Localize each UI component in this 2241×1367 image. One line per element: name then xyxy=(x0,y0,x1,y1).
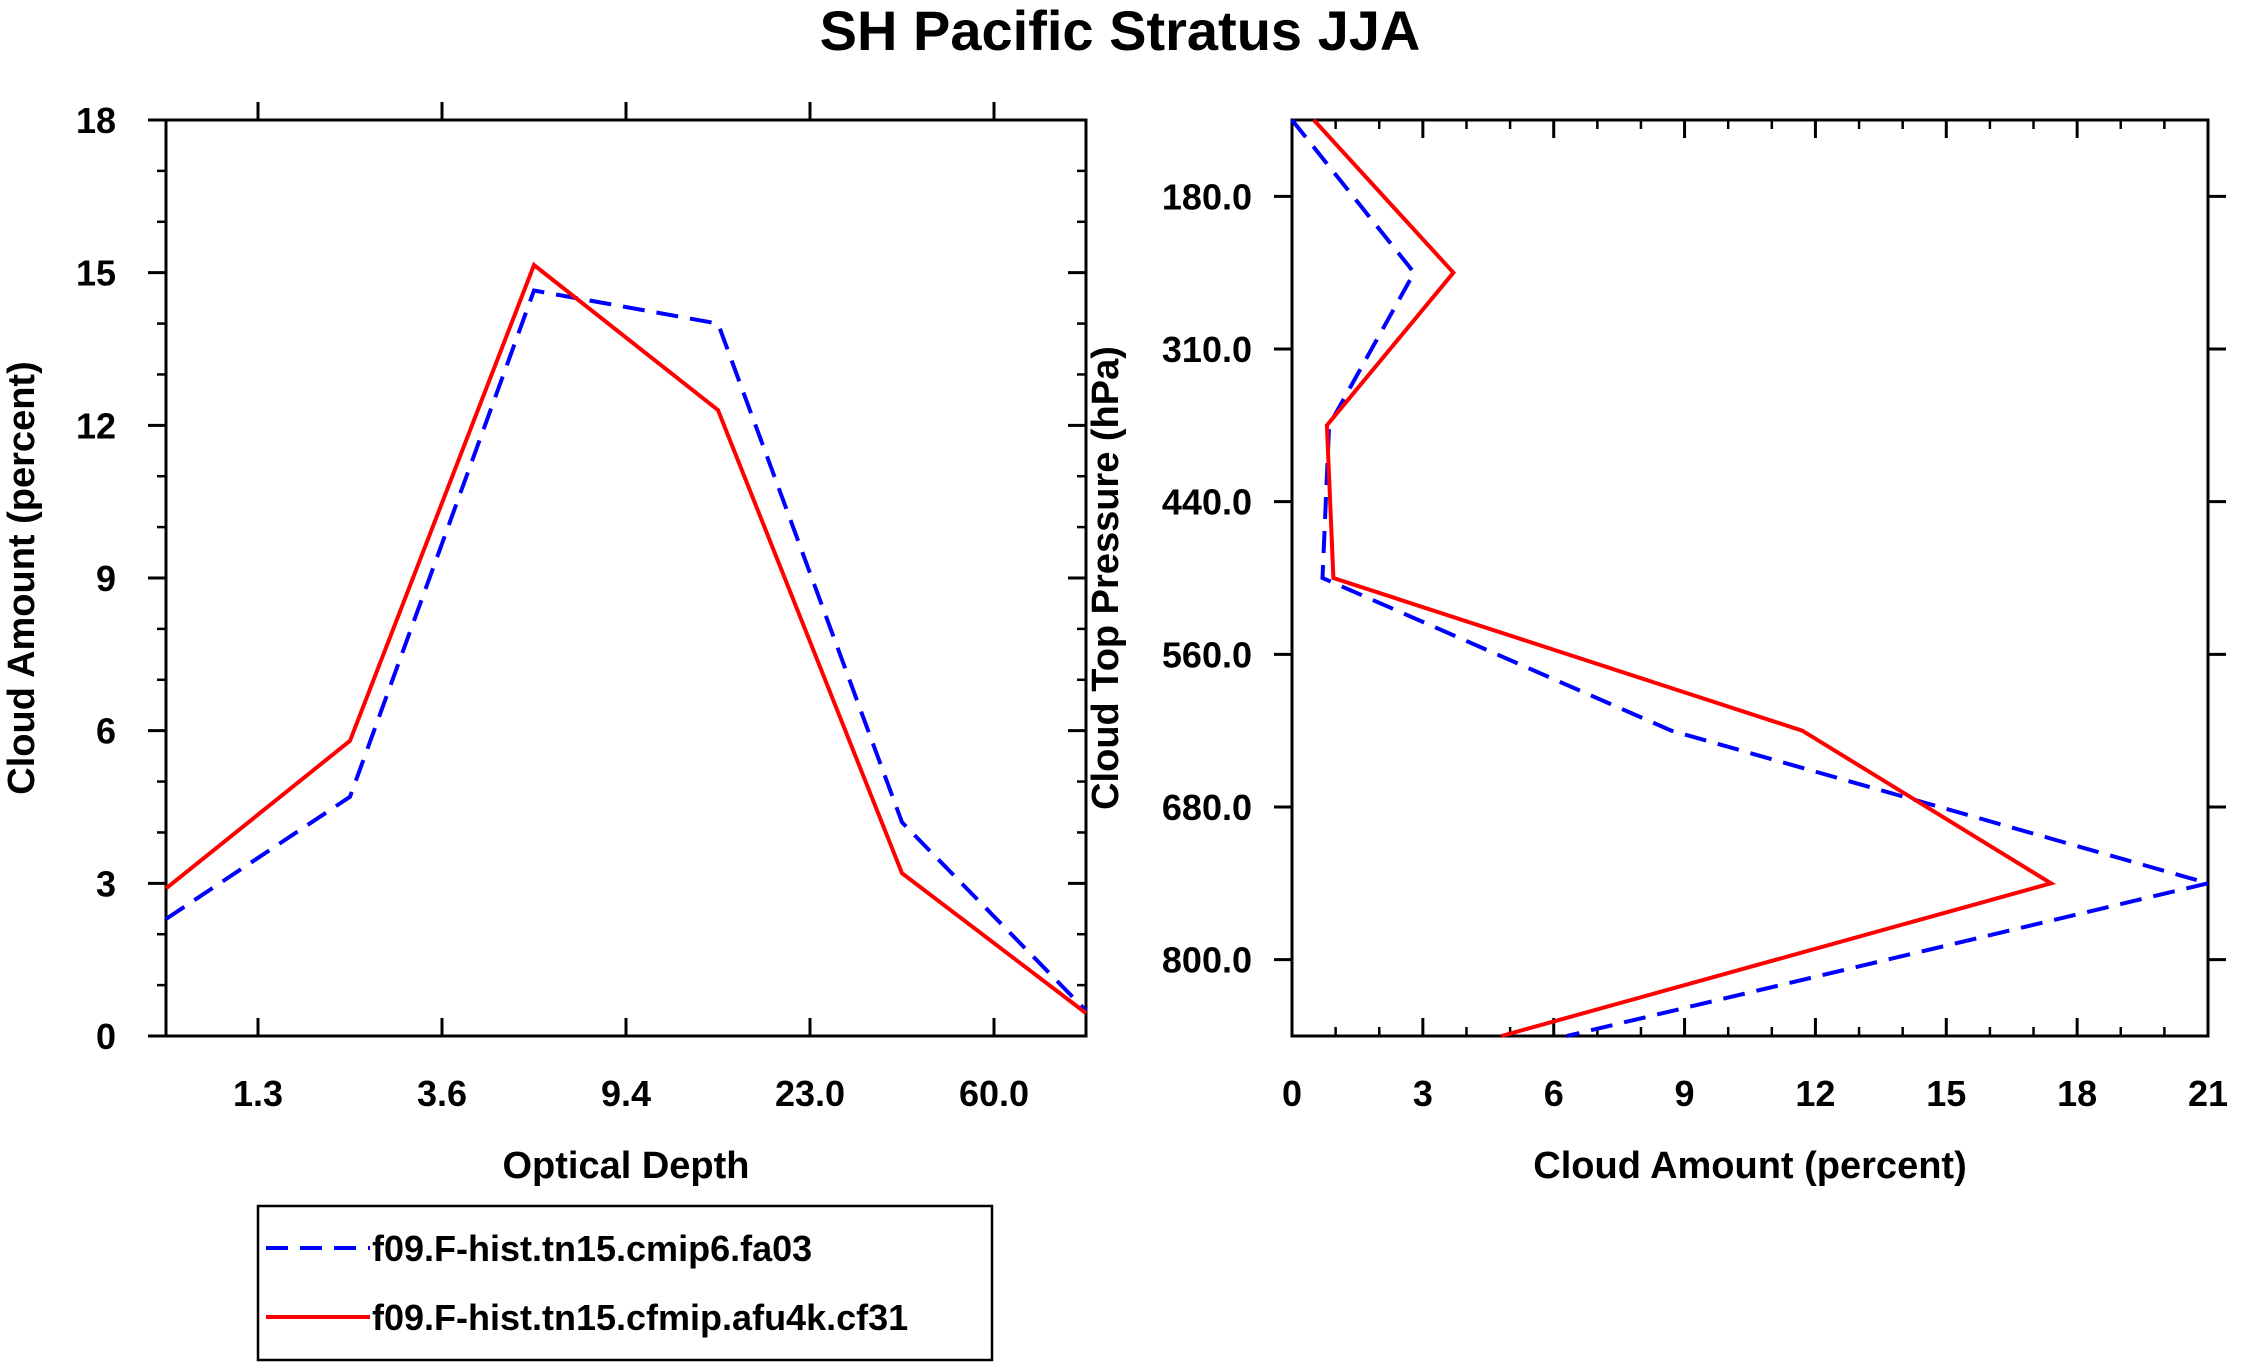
left-series-line-1 xyxy=(164,261,1088,1015)
legend: f09.F-hist.tn15.cmip6.fa03 f09.F-hist.tn… xyxy=(256,1204,994,1362)
left-y-tick-label: 12 xyxy=(76,405,116,446)
right-chart: 0 3 6 9 12 15 18 21 180.0 310.0 440.0 560.0 680.0 80… xyxy=(1085,118,2228,1187)
left-y-tick-label: 15 xyxy=(76,253,116,294)
right-x-tick-label: 0 xyxy=(1282,1073,1302,1114)
right-series-line-1 xyxy=(1312,118,2056,1038)
right-x-tick-label: 15 xyxy=(1926,1073,1966,1114)
left-series-lines xyxy=(164,261,1088,1015)
right-series-line-0 xyxy=(1290,118,2216,1038)
right-y-tick-label: 800.0 xyxy=(1162,940,1252,981)
left-x-tick-label: 23.0 xyxy=(775,1073,845,1114)
right-x-tick-labels: 0 3 6 9 12 15 18 21 xyxy=(1282,1073,2228,1114)
left-x-axis-label: Optical Depth xyxy=(502,1145,749,1187)
left-x-tick-label: 60.0 xyxy=(959,1073,1029,1114)
legend-box xyxy=(256,1204,994,1362)
left-x-tick-label: 9.4 xyxy=(601,1073,651,1114)
right-tick-marks xyxy=(1274,120,2226,1036)
right-x-tick-label: 21 xyxy=(2188,1073,2228,1114)
left-series-line-0 xyxy=(164,288,1088,1012)
right-x-tick-label: 6 xyxy=(1544,1073,1564,1114)
left-y-tick-label: 0 xyxy=(96,1016,116,1057)
left-chart: 1.3 3.6 9.4 23.0 60.0 0 3 6 9 12 15 18 Optical Dep… xyxy=(1,100,1088,1187)
left-tick-marks xyxy=(148,102,1086,1038)
legend-label-cmip6: f09.F-hist.tn15.cmip6.fa03 xyxy=(372,1228,812,1269)
left-y-tick-label: 3 xyxy=(96,863,116,904)
right-y-tick-labels: 180.0 310.0 440.0 560.0 680.0 800.0 xyxy=(1162,176,1252,980)
left-x-tick-labels: 1.3 3.6 9.4 23.0 60.0 xyxy=(233,1073,1029,1114)
right-y-tick-label: 440.0 xyxy=(1162,482,1252,523)
figure-title: SH Pacific Stratus JJA xyxy=(820,0,1421,62)
right-series-lines xyxy=(1290,118,2216,1038)
right-x-tick-label: 12 xyxy=(1795,1073,1835,1114)
left-y-tick-labels: 0 3 6 9 12 15 18 xyxy=(76,100,116,1057)
left-x-tick-label: 3.6 xyxy=(417,1073,467,1114)
right-y-tick-label: 560.0 xyxy=(1162,634,1252,675)
right-y-axis-label: Cloud Top Pressure (hPa) xyxy=(1085,346,1127,810)
right-y-tick-label: 310.0 xyxy=(1162,329,1252,370)
right-x-axis-label: Cloud Amount (percent) xyxy=(1533,1145,1966,1187)
legend-label-cfmip: f09.F-hist.tn15.cfmip.afu4k.cf31 xyxy=(372,1297,908,1338)
right-x-tick-label: 3 xyxy=(1413,1073,1433,1114)
left-y-tick-label: 18 xyxy=(76,100,116,141)
left-y-tick-label: 9 xyxy=(96,558,116,599)
left-y-tick-label: 6 xyxy=(96,711,116,752)
right-x-tick-label: 9 xyxy=(1675,1073,1695,1114)
left-y-axis-label: Cloud Amount (percent) xyxy=(1,361,43,794)
right-y-tick-label: 680.0 xyxy=(1162,787,1252,828)
right-x-tick-label: 18 xyxy=(2057,1073,2097,1114)
left-x-tick-label: 1.3 xyxy=(233,1073,283,1114)
right-plot-frame xyxy=(1290,118,2210,1038)
left-plot-frame xyxy=(164,118,1088,1038)
right-y-tick-label: 180.0 xyxy=(1162,176,1252,217)
